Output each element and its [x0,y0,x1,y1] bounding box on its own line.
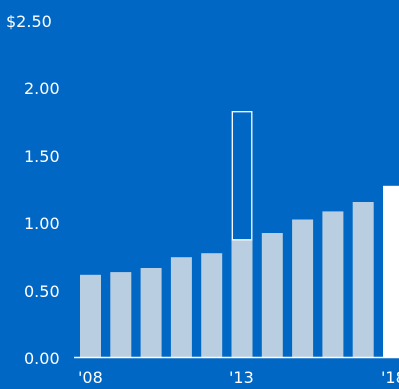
y-tick-label: $2.50 [6,12,52,31]
bar-12 [201,253,223,357]
x-axis-tick-labels: '08 '13 '18 [78,368,399,387]
bar-18 [383,185,399,357]
bar-08 [80,274,101,357]
bars-group [80,185,399,357]
y-tick-label: 0.50 [24,282,60,301]
y-axis-tick-labels: $2.50 2.00 1.50 1.00 0.50 0.00 [6,12,60,368]
bar-09 [110,272,132,357]
x-tick-label: '13 [229,368,254,387]
bar-16 [322,211,344,357]
x-tick-label: '18 [381,368,399,387]
bar-13 [231,239,253,357]
bar-17 [352,202,374,357]
y-tick-label: 0.00 [24,349,60,368]
y-tick-label: 1.50 [24,147,60,166]
x-tick-label: '08 [78,368,103,387]
y-tick-label: 1.00 [24,214,60,233]
extra-segments-group [231,111,253,241]
bar-14 [261,233,283,357]
bar-11 [170,257,192,357]
extra-segment-13 [231,111,253,241]
y-tick-label: 2.00 [24,79,60,98]
bar-10 [140,268,162,357]
bar-15 [292,219,314,357]
